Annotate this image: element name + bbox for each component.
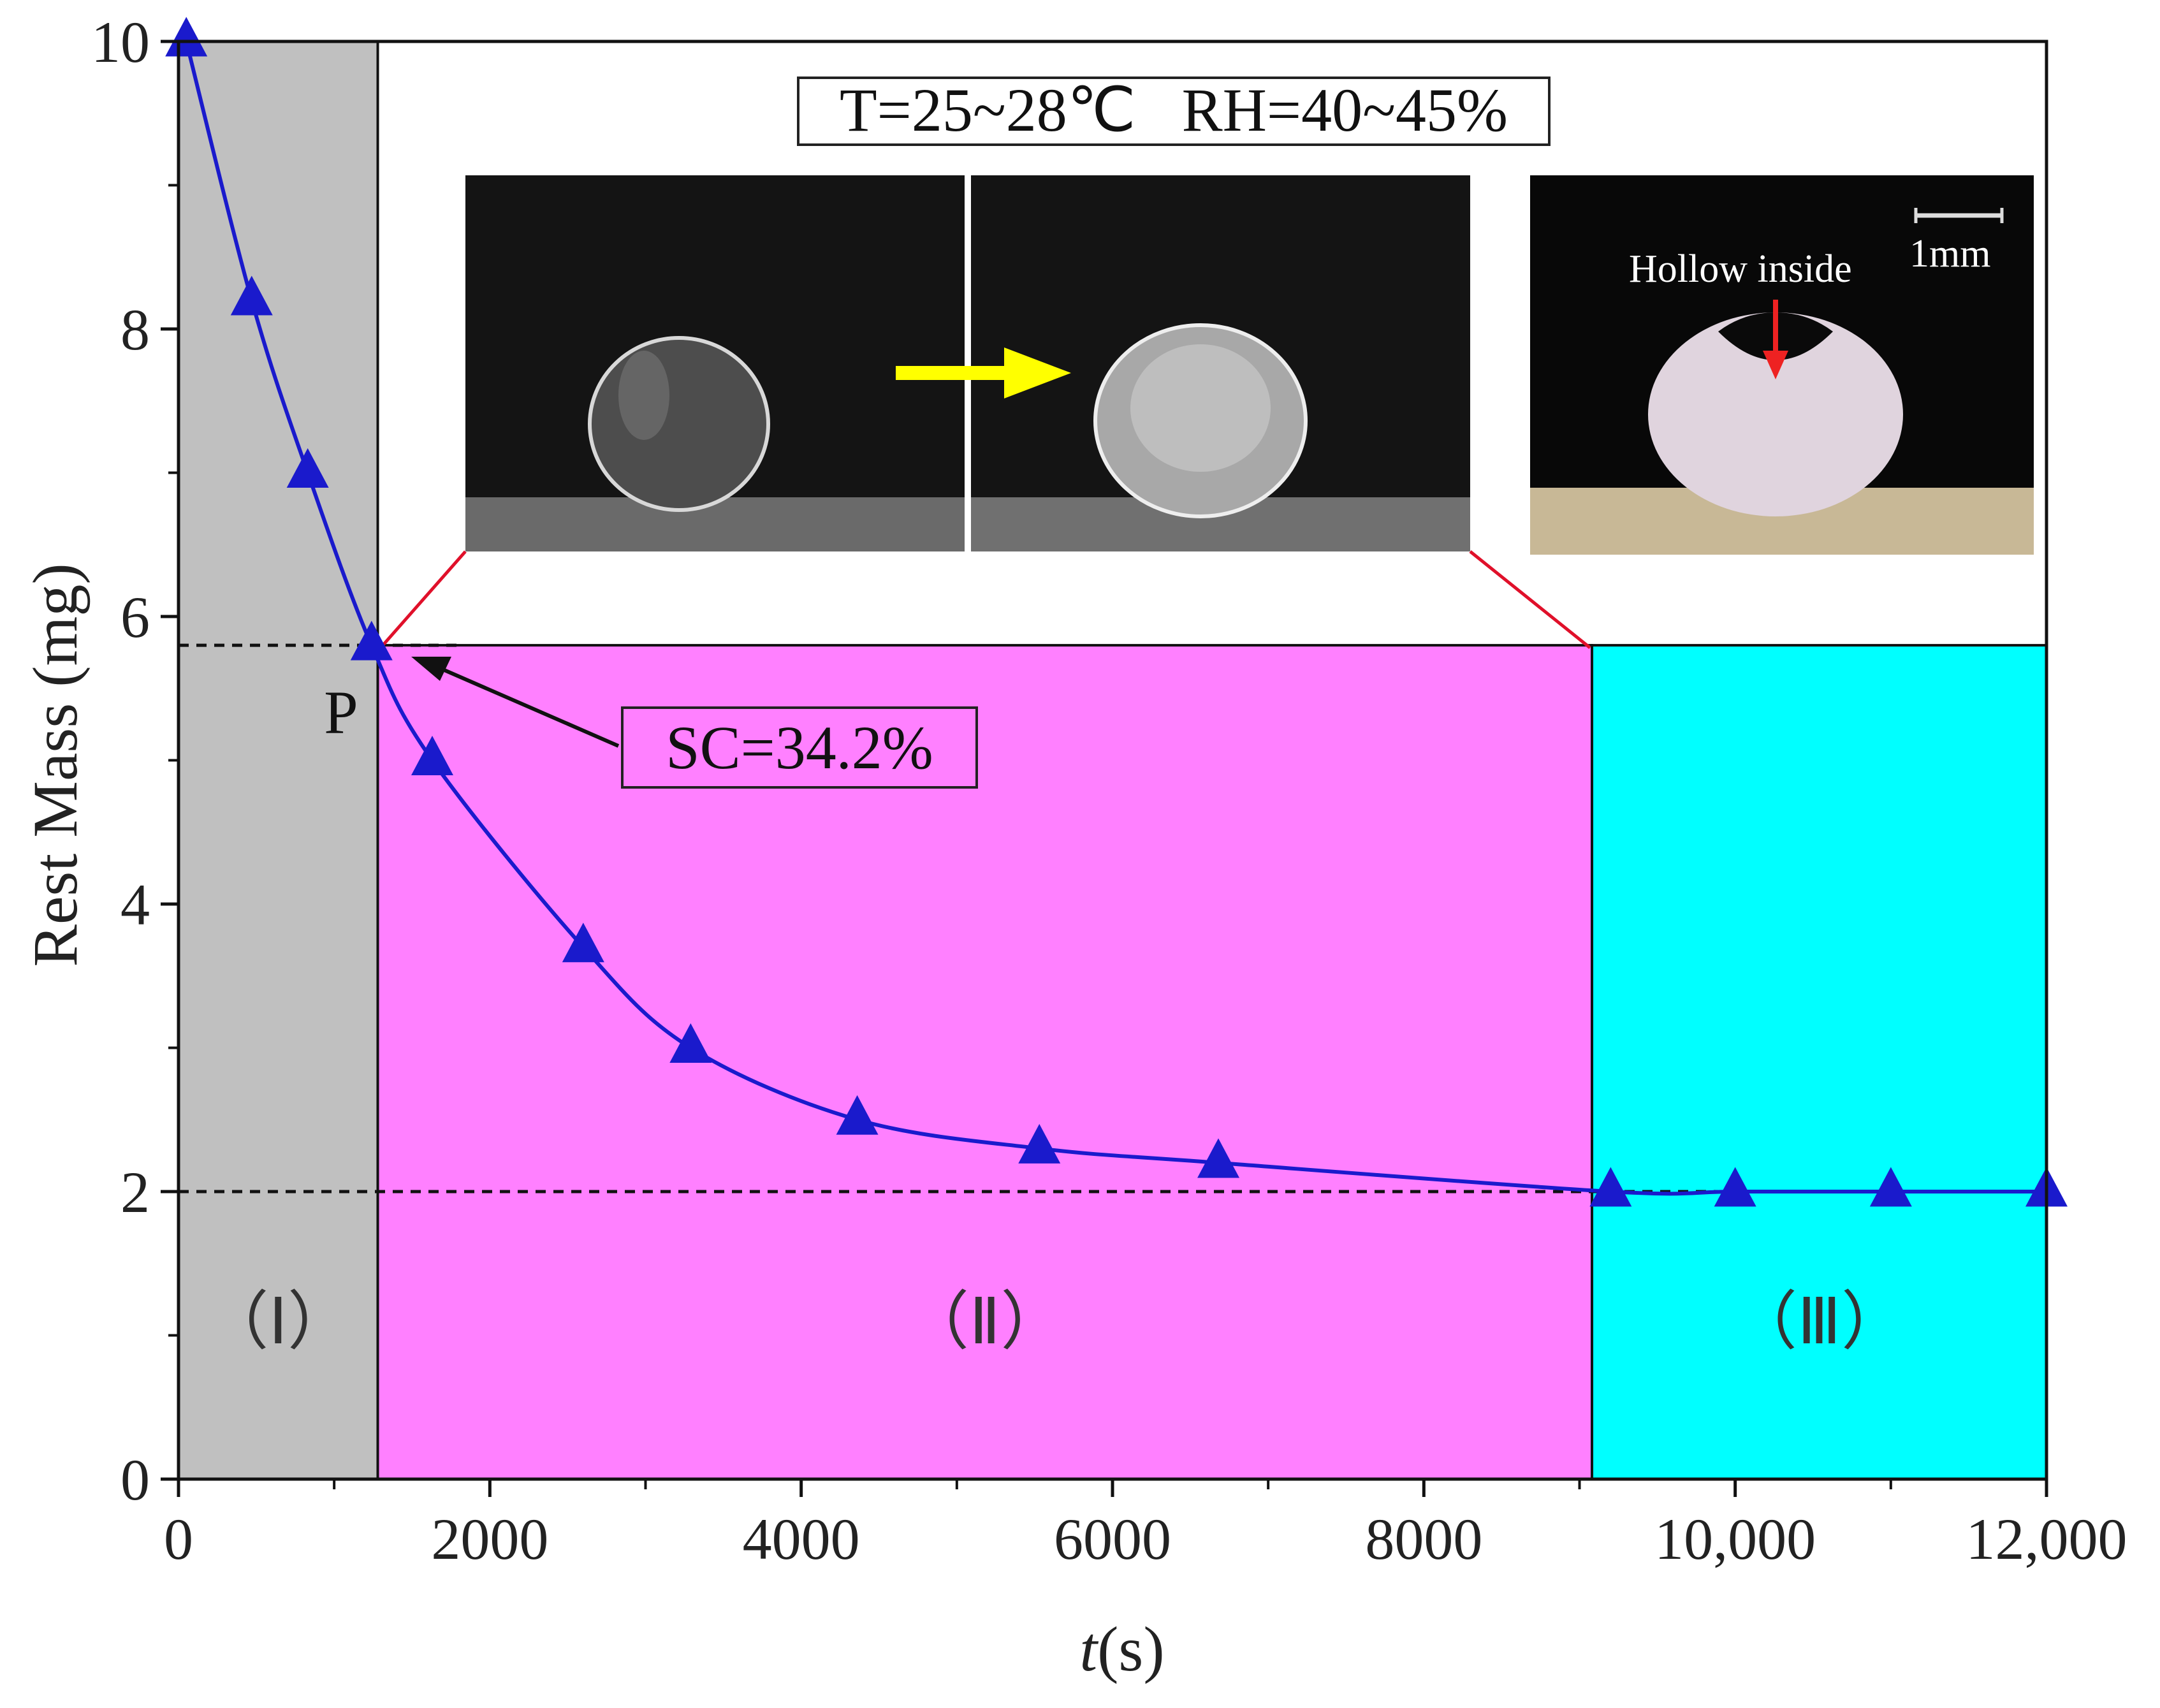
region-label-2: （Ⅱ） xyxy=(905,1287,1064,1357)
x-tick-label-1: 0 xyxy=(164,1507,193,1572)
photo-insets: Hollow inside 1mm xyxy=(379,175,2034,649)
x-tick-label-6: 10,000 xyxy=(1654,1507,1816,1572)
x-tick-label-2: 2000 xyxy=(431,1507,548,1572)
conditions-text: T=25~28℃ RH=40~45% xyxy=(840,76,1508,144)
data-point-2 xyxy=(230,275,273,316)
sc-annotation-arrow xyxy=(411,657,620,748)
conditions-box xyxy=(797,77,1551,146)
data-point-4 xyxy=(350,620,393,661)
point-p-label: P xyxy=(324,678,358,747)
zoom-line-right xyxy=(1469,550,1591,649)
x-axis-title: t(s) xyxy=(1079,1614,1164,1684)
hollow-particle xyxy=(1648,312,1903,516)
data-point-13 xyxy=(1869,1167,1912,1207)
series-layer xyxy=(165,17,2068,1207)
zoom-line-left xyxy=(379,550,467,649)
x-axis-title-unit: (s) xyxy=(1097,1614,1165,1684)
sc-annotation-text: SC=34.2% xyxy=(666,713,933,782)
data-point-9 xyxy=(1018,1123,1061,1164)
y-axis-title: Rest Mass (mg) xyxy=(20,563,91,967)
y-tick-label-4: 6 xyxy=(120,585,150,650)
data-point-8 xyxy=(836,1095,879,1135)
data-point-7 xyxy=(669,1023,712,1063)
region-2 xyxy=(376,644,1594,1480)
droplet-after-highlight xyxy=(1130,344,1271,472)
scale-bar-label: 1mm xyxy=(1909,232,1990,275)
x-tick-label-3: 4000 xyxy=(743,1507,860,1572)
y-tick-label-1: 0 xyxy=(120,1447,150,1512)
substrate-before xyxy=(465,497,965,551)
region-1 xyxy=(177,40,379,1480)
sc-annotation-box xyxy=(621,706,978,789)
x-tick-label-4: 6000 xyxy=(1054,1507,1171,1572)
scale-bar xyxy=(1914,208,2004,223)
data-point-5 xyxy=(411,736,453,776)
droplet-before-highlight xyxy=(618,351,669,440)
regions-layer: （Ⅰ） （Ⅱ） （Ⅲ） xyxy=(177,40,2048,1480)
hollow-inside-label: Hollow inside xyxy=(1629,247,1852,291)
axes-layer: 0 2000 4000 6000 8000 10,000 12,000 0 2 4 6 8 10 xyxy=(91,10,2127,1572)
red-arrow-icon xyxy=(1763,300,1788,379)
x-axis-title-italic: t xyxy=(1079,1614,1098,1684)
data-point-11 xyxy=(1589,1167,1632,1207)
y-tick-label-5: 8 xyxy=(120,297,150,362)
data-point-12 xyxy=(1714,1167,1756,1207)
x-tick-label-5: 8000 xyxy=(1365,1507,1482,1572)
droplet-before xyxy=(588,336,770,512)
data-point-1 xyxy=(165,17,208,57)
y-tick-label-2: 2 xyxy=(120,1160,150,1225)
y-tick-label-6: 10 xyxy=(91,10,150,75)
yellow-arrow-icon xyxy=(896,347,1071,398)
x-tick-label-7: 12,000 xyxy=(1966,1507,2127,1572)
data-point-6 xyxy=(562,923,604,963)
y-tick-label-3: 4 xyxy=(120,872,150,937)
data-point-3 xyxy=(286,448,329,488)
data-point-10 xyxy=(1197,1138,1240,1178)
region-label-3: （Ⅲ） xyxy=(1733,1287,1905,1357)
region-3 xyxy=(1591,644,2048,1480)
region-label-1: （Ⅰ） xyxy=(205,1287,352,1357)
